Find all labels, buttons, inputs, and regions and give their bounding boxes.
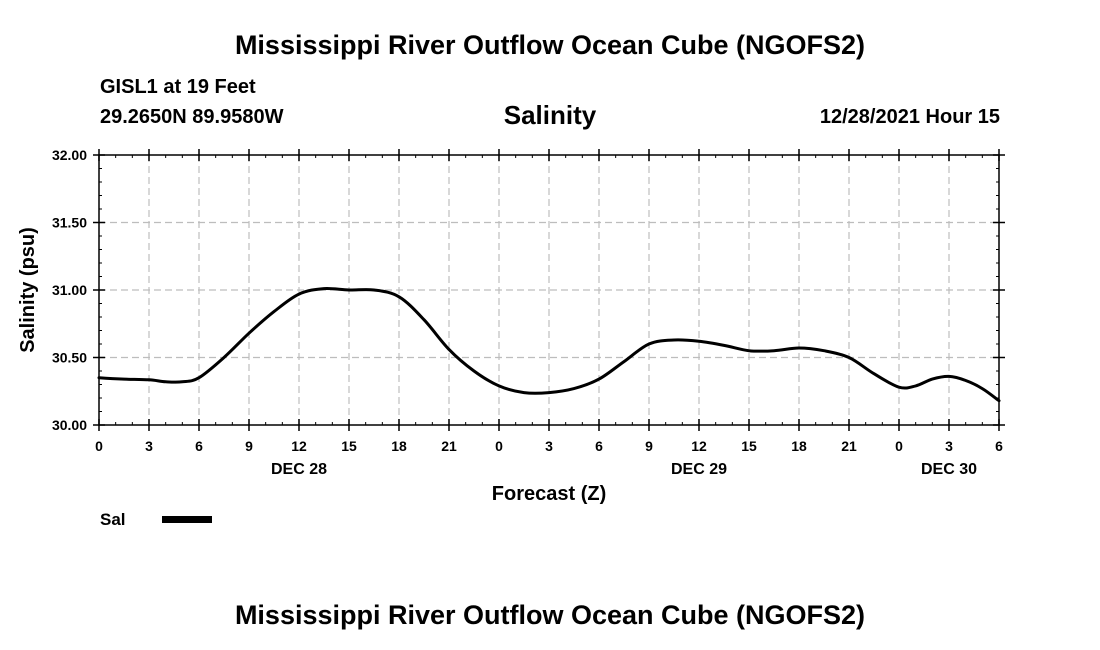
forecast-timestamp: 12/28/2021 Hour 15 (819, 106, 1000, 128)
sal-series-line (97, 286, 1001, 403)
x-tick-label: 21 (441, 438, 457, 454)
legend-label: Sal (100, 510, 126, 529)
x-tick-label: 9 (245, 438, 253, 454)
x-tick-label: 0 (95, 438, 103, 454)
chart-title: Salinity (503, 100, 597, 130)
x-tick-label: 6 (995, 438, 1003, 454)
station-coordinates: 29.2650N 89.9580W (100, 106, 284, 128)
y-tick-labels: 30.00 30.50 31.00 31.50 32.00 (52, 147, 87, 433)
grid-lines (99, 155, 999, 425)
main-title: Mississippi River Outflow Ocean Cube (NG… (234, 30, 866, 60)
y-tick-label: 31.00 (52, 282, 87, 298)
y-tick-label: 30.50 (52, 350, 87, 366)
x-tick-label: 12 (691, 438, 707, 454)
x-tick-label: 15 (741, 438, 757, 454)
x-tick-labels: 0 3 6 9 12 15 18 21 0 3 6 9 12 15 18 21 0 3 6 (95, 438, 1003, 454)
day-label: DEC 28 (271, 461, 327, 478)
x-tick-label: 6 (195, 438, 203, 454)
tick-marks (93, 149, 1005, 431)
x-tick-label: 6 (595, 438, 603, 454)
x-tick-label: 0 (495, 438, 503, 454)
day-label: DEC 30 (921, 461, 977, 478)
x-axis-label: Forecast (Z) (492, 483, 606, 505)
x-tick-label: 3 (945, 438, 953, 454)
x-tick-label: 12 (291, 438, 307, 454)
legend-swatch (162, 516, 212, 523)
day-labels: DEC 28 DEC 29 DEC 30 (271, 461, 977, 478)
day-label: DEC 29 (671, 461, 727, 478)
x-tick-label: 3 (545, 438, 553, 454)
x-tick-label: 0 (895, 438, 903, 454)
y-tick-label: 30.00 (52, 417, 87, 433)
y-tick-label: 31.50 (52, 215, 87, 231)
station-label: GISL1 at 19 Feet (100, 76, 256, 98)
x-tick-label: 21 (841, 438, 857, 454)
x-tick-label: 18 (391, 438, 407, 454)
y-tick-label: 32.00 (52, 147, 87, 163)
y-axis-label: Salinity (psu) (17, 227, 39, 353)
x-tick-label: 9 (645, 438, 653, 454)
repeated-title: Mississippi River Outflow Ocean Cube (NG… (234, 600, 866, 630)
x-tick-label: 3 (145, 438, 153, 454)
x-tick-label: 18 (791, 438, 807, 454)
x-tick-label: 15 (341, 438, 357, 454)
